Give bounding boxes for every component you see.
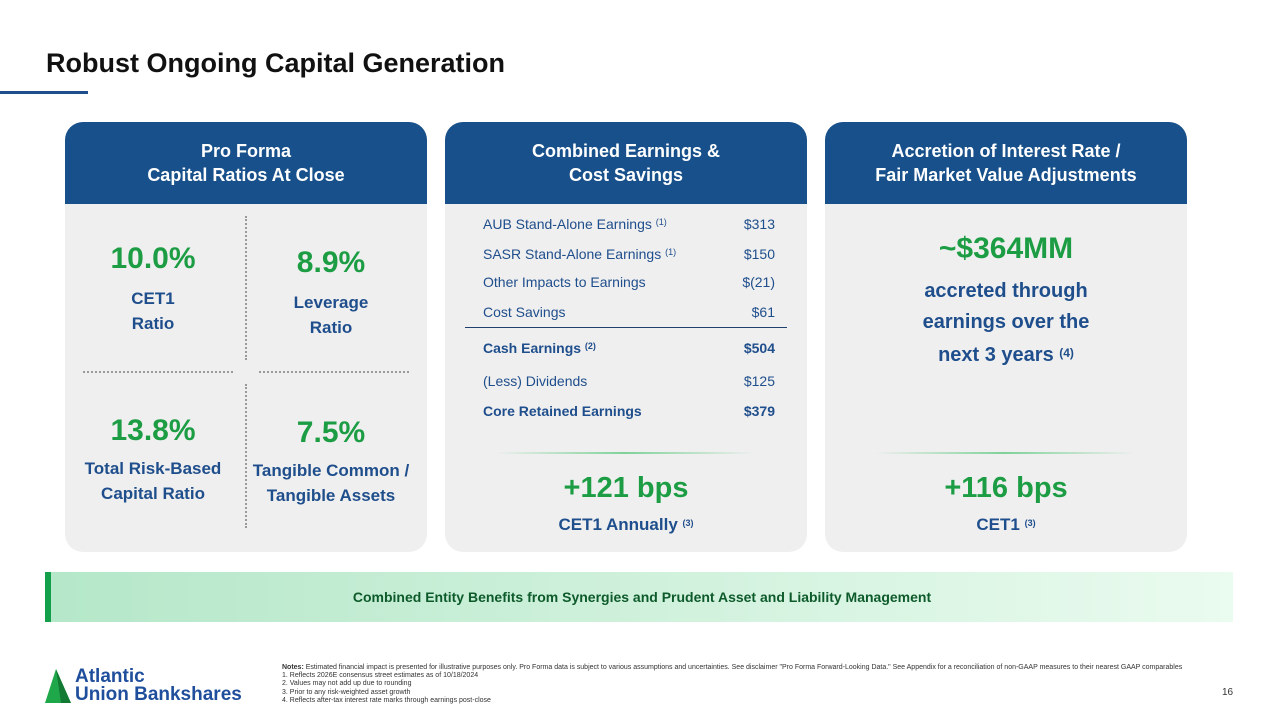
summary-banner: Combined Entity Benefits from Synergies … [45,572,1233,622]
metric-label: Ratio [309,318,353,337]
result-value: +121 bps [563,472,689,504]
divider [245,216,247,360]
header-line: Pro Forma [200,141,292,161]
accretion-desc: earnings over the [922,311,1090,333]
accretion-amount: ~$364MM [938,232,1074,265]
row-value: $150 [743,246,775,262]
metric-label: CET1 [131,289,175,308]
result-label: CET1 [976,515,1020,534]
row-value: $504 [743,340,775,356]
header-line: Accretion of Interest Rate / [891,141,1121,161]
table-row: Cost Savings $61 [483,304,775,320]
result-label: CET1 Annually [558,515,678,534]
table-row: SASR Stand-Alone Earnings (1) $150 [483,246,775,262]
table-row: Core Retained Earnings $379 [483,403,775,419]
divider [259,371,409,373]
divider [875,452,1135,454]
earnings-panel: Combined Earnings & Cost Savings AUB Stan… [445,122,807,552]
metric-label: Total Risk-Based [84,459,222,478]
footnote-ref: (1) [665,247,677,257]
divider [83,371,233,373]
metric-tce-ta: 7.5% Tangible Common / Tangible Assets [245,416,417,508]
header-line: Cost Savings [568,165,684,185]
row-value: $(21) [742,274,775,290]
footnote-item: 3. Prior to any risk-weighted asset grow… [282,688,411,696]
total-rule [465,327,787,328]
header-line: Capital Ratios At Close [147,165,345,185]
accretion-desc: next 3 years [938,344,1054,366]
row-label: (Less) Dividends [483,373,588,389]
title-underline [0,91,88,94]
footnote-item: 4. Reflects after-tax interest rate mark… [282,696,491,704]
panel-header: Accretion of Interest Rate / Fair Market … [825,122,1187,204]
row-value: $379 [743,403,775,419]
metric-cet1: 10.0% CET1 Ratio [65,242,241,336]
result-value: +116 bps [944,472,1068,504]
metric-value: 7.5% [296,416,366,449]
footnotes: Notes: Estimated financial impact is pre… [282,664,1212,705]
notes-text: Estimated financial impact is presented … [305,664,1183,671]
row-value: $313 [743,216,775,232]
footnote-ref: (3) [682,518,694,528]
metric-value: 13.8% [110,414,196,447]
footnote-item: 2. Values may not add up due to rounding [282,680,412,688]
row-label: Other Impacts to Earnings [483,274,646,290]
header-line: Fair Market Value Adjustments [875,165,1137,185]
footnote-item: 1. Reflects 2026E consensus street estim… [282,672,479,680]
metric-value: 10.0% [110,242,196,275]
header-line: Combined Earnings & [531,141,720,161]
metric-label: Ratio [131,314,175,333]
metric-label: Capital Ratio [101,484,205,503]
table-row: Other Impacts to Earnings $(21) [483,274,775,290]
row-value: $125 [743,373,775,389]
page-number: 16 [1222,687,1234,698]
metric-label: Tangible Common / [252,461,410,480]
divider [245,384,247,528]
panel-header: Pro Forma Capital Ratios At Close [65,122,427,204]
footnote-ref: (1) [655,217,667,227]
metric-label: Tangible Assets [266,486,396,505]
page-title: Robust Ongoing Capital Generation [46,48,505,78]
accretion-desc: accreted through [924,280,1088,302]
footnote-ref: (3) [1024,518,1036,528]
panel-header: Combined Earnings & Cost Savings [445,122,807,204]
logo-mountain-icon [45,669,71,703]
row-value: $61 [751,304,775,320]
metric-total-risk-based: 13.8% Total Risk-Based Capital Ratio [65,414,241,506]
table-row: Cash Earnings (2) $504 [483,340,775,356]
row-label: AUB Stand-Alone Earnings [483,216,652,232]
table-row: AUB Stand-Alone Earnings (1) $313 [483,216,775,232]
metric-leverage: 8.9% Leverage Ratio [245,246,417,340]
divider [495,452,755,454]
row-label: SASR Stand-Alone Earnings [483,246,662,262]
logo-line: Union Bankshares [75,684,242,705]
footnote-ref: (2) [584,341,596,351]
row-label: Cost Savings [483,304,566,320]
metric-label: Leverage [293,293,369,312]
logo-line: Atlantic [75,666,145,687]
accretion-panel: Accretion of Interest Rate / Fair Market … [825,122,1187,552]
metric-value: 8.9% [296,246,366,279]
company-logo: Atlantic Union Bankshares [45,666,242,705]
row-label: Core Retained Earnings [483,403,642,419]
table-row: (Less) Dividends $125 [483,373,775,389]
notes-prefix: Notes: [282,664,304,671]
row-label: Cash Earnings [483,340,582,356]
footnote-ref: (4) [1059,346,1074,360]
capital-ratios-panel: Pro Forma Capital Ratios At Close 10.0% C… [65,122,427,552]
